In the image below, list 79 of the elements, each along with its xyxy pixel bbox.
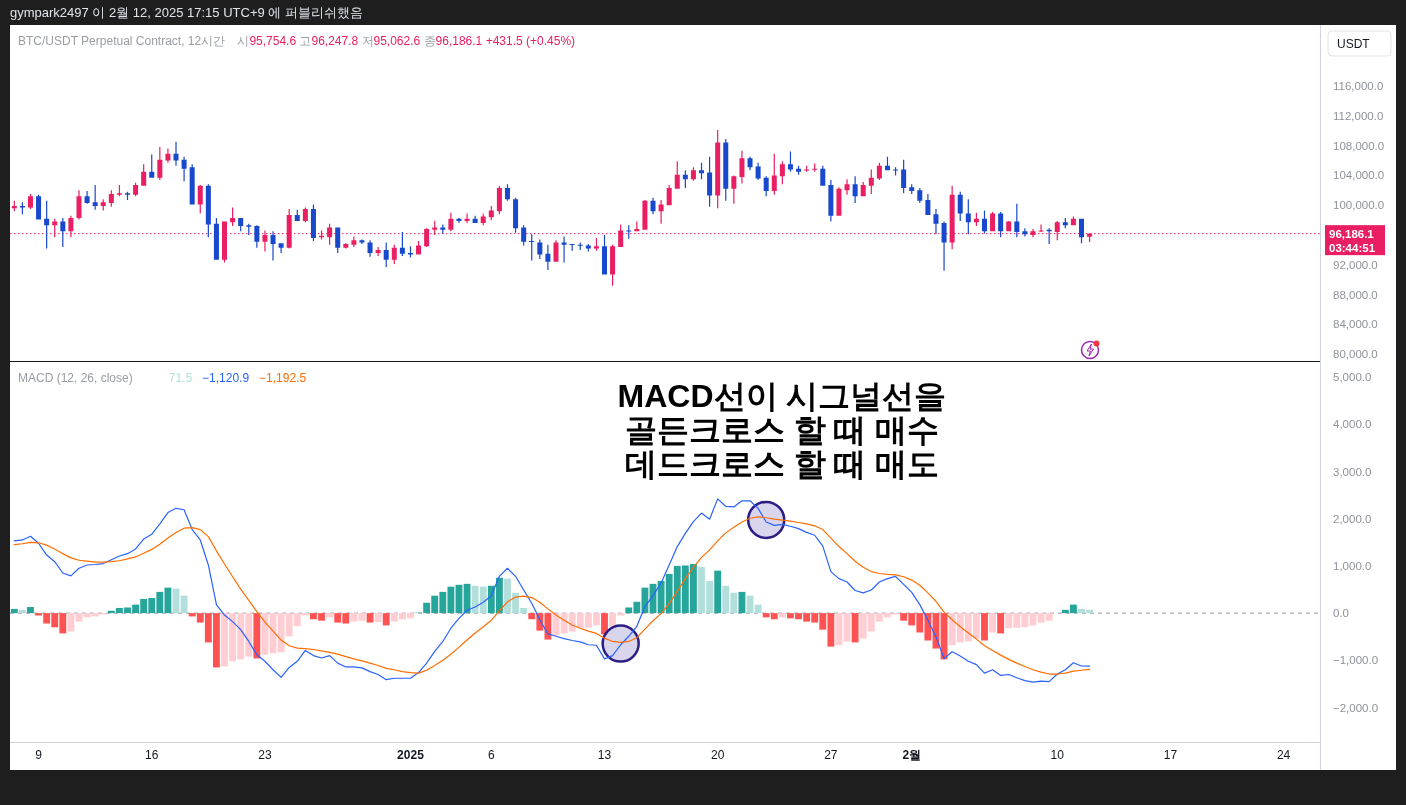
text: gympark2497 이 2월 12, 2025 17:15 UTC+9 에 퍼블리쉬했음: [10, 5, 363, 20]
text: −1,192.5: [259, 371, 307, 385]
candlestick: [116, 185, 122, 197]
y-tick-label: 108,000.0: [1333, 139, 1385, 152]
candlestick: [844, 179, 850, 195]
candlestick: [464, 213, 470, 224]
x-tick-label: 6: [487, 748, 495, 762]
candlestick: [933, 208, 939, 235]
bar: [989, 613, 996, 633]
bar: [67, 613, 75, 632]
candlestick: [545, 244, 551, 271]
candlestick: [456, 217, 462, 224]
bar: [75, 613, 83, 622]
y-tick-label: 5,000.0: [1333, 371, 1372, 384]
bar: [374, 613, 382, 623]
y-tick-label: 3,000.0: [1333, 465, 1372, 478]
bar: [382, 613, 390, 626]
bar: [326, 613, 334, 618]
candlestick: [246, 223, 252, 236]
y-tick-label: 84,000.0: [1333, 318, 1378, 331]
bar: [366, 613, 374, 623]
text: BTC/USDT Perpetual Contract, 12시간: [18, 34, 226, 48]
x-tick-label: 2025: [397, 748, 425, 762]
y-tick-label: 116,000.0: [1333, 79, 1384, 92]
bar: [180, 595, 188, 614]
bar: [754, 604, 762, 614]
text: MACD (12, 26, close): [18, 371, 133, 385]
bar: [358, 613, 366, 621]
candlestick: [367, 240, 373, 257]
annotation: MACD선이 시그널선을 골든크로스 할 때 매수 데드크로스 할 때 매도: [617, 378, 947, 482]
bar: [778, 613, 786, 618]
x-tick-label: 24: [1276, 748, 1291, 762]
bar: [253, 613, 261, 659]
y-tick-label: −1,000.0: [1333, 654, 1379, 667]
x-tick-label: 27: [824, 748, 838, 762]
candlestick: [561, 236, 567, 263]
bar: [350, 613, 358, 622]
y-tick-label: −2,000.0: [1333, 701, 1379, 714]
y-axis-title: USDT: [1337, 37, 1371, 51]
y-tick-label: 0.0: [1333, 607, 1349, 620]
y-tick-label: 88,000.0: [1333, 288, 1378, 301]
bar: [10, 608, 18, 614]
x-tick-label: 16: [145, 748, 159, 762]
candlestick: [941, 221, 947, 271]
bar: [981, 613, 988, 641]
candlestick: [165, 148, 171, 163]
candlestick: [84, 191, 90, 204]
text: −1,120.9: [202, 371, 250, 385]
candlestick: [739, 150, 745, 184]
bar: [601, 613, 608, 635]
ref-line-label: 96,186.1 03:44:51: [1329, 227, 1376, 254]
y-tick-label: 112,000.0: [1333, 109, 1384, 122]
candlestick: [1022, 228, 1028, 237]
bar: [27, 606, 34, 614]
y-tick-label: 80,000.0: [1333, 348, 1378, 361]
x-tick-label: 23: [258, 748, 272, 762]
x-tick-label: 20: [711, 748, 725, 762]
x-tick-label: 2월: [902, 748, 922, 762]
text: 시95,754.6 고96,247.8 저95,062.6 종96,186.1 +431.5 (+0.45%): [237, 34, 576, 48]
text: 71.5: [168, 371, 193, 385]
candlestick: [124, 191, 130, 201]
bar: [997, 613, 1005, 634]
candlestick: [270, 231, 276, 261]
y-tick-label: 1,000.0: [1333, 559, 1372, 572]
y-tick-label: 4,000.0: [1333, 418, 1372, 431]
y-tick-label: 2,000.0: [1333, 512, 1372, 525]
candlestick: [658, 200, 664, 224]
candlestick: [173, 141, 179, 166]
x-tick-label: 13: [597, 748, 612, 762]
x-tick-label: 17: [1163, 748, 1178, 762]
bar: [714, 570, 722, 614]
y-tick-label: 104,000.0: [1333, 169, 1385, 182]
y-tick-label: 100,000.0: [1333, 199, 1385, 212]
x-tick-label: 10: [1050, 748, 1065, 762]
candlestick: [181, 156, 187, 182]
x-tick-label: 9: [35, 748, 43, 762]
bar: [18, 609, 26, 614]
y-tick-label: 92,000.0: [1333, 258, 1378, 271]
bar: [851, 613, 859, 643]
